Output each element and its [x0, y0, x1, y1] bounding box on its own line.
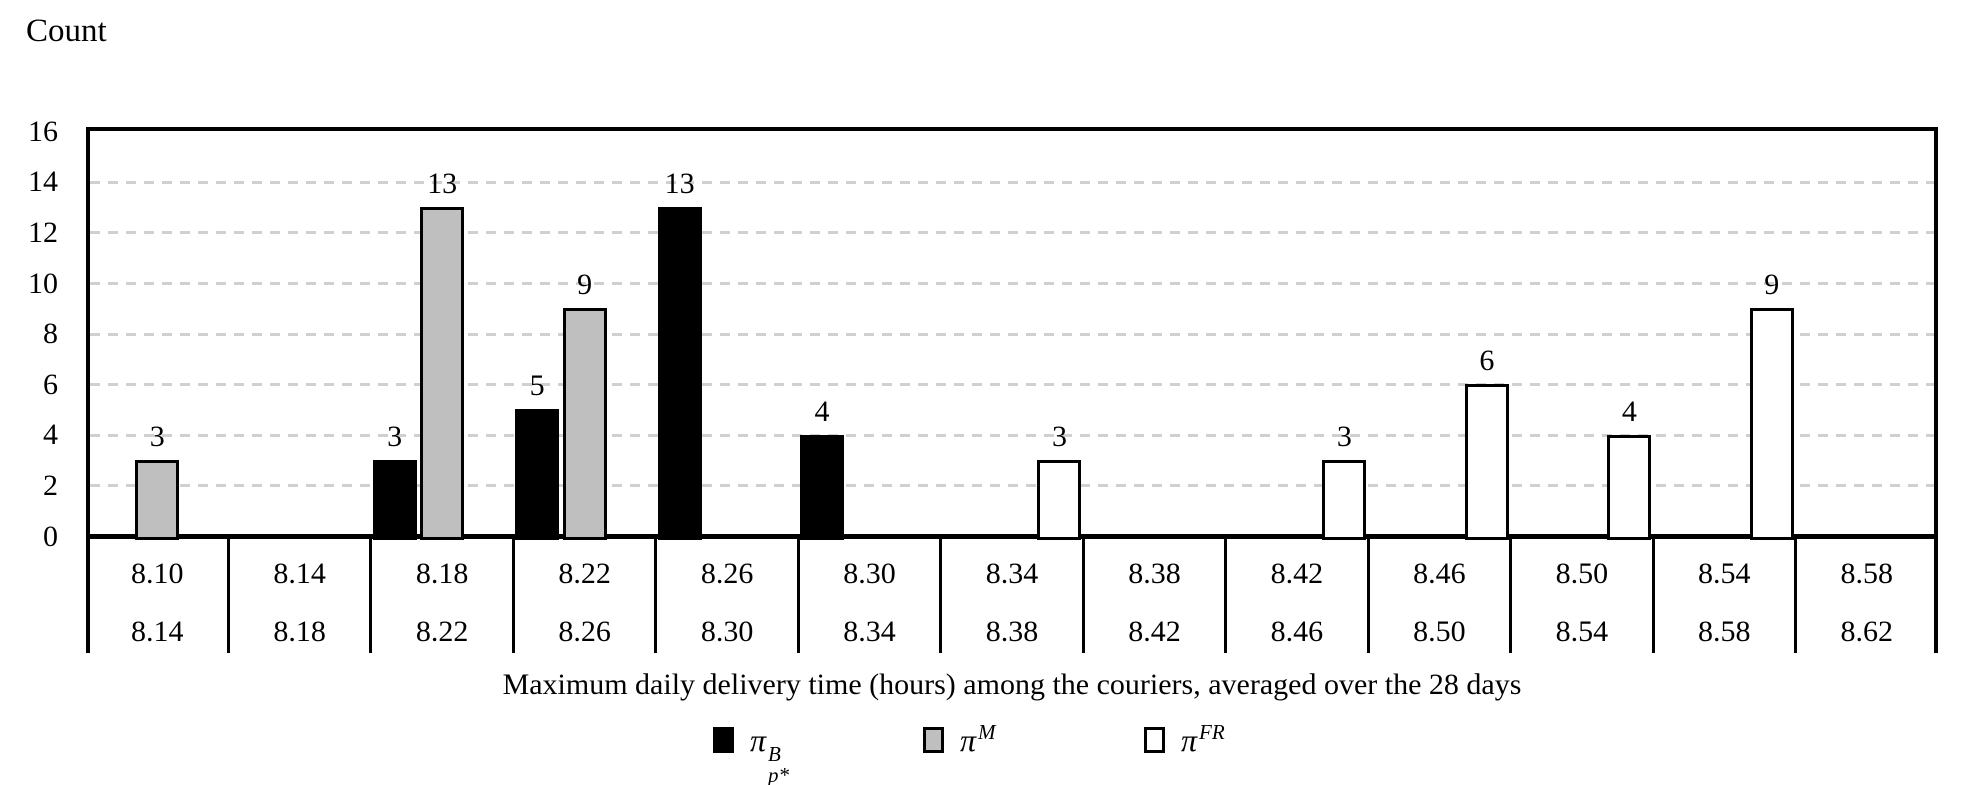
bin-label-from: 8.58 [1840, 557, 1894, 590]
bar-value-label: 3 [387, 419, 403, 453]
bin-divider [511, 538, 515, 653]
bar-pi-FR-8.34 [1037, 459, 1082, 540]
y-tick-label-14: 14 [28, 165, 58, 199]
bar-value-label: 9 [577, 267, 593, 301]
bin-divider [1366, 538, 1370, 653]
bin-label-to: 8.14 [130, 615, 184, 648]
gridline-14 [90, 180, 1934, 184]
bar-pi-M-8.10 [135, 459, 180, 540]
bin-divider [1651, 538, 1655, 653]
bin-label-to: 8.58 [1698, 615, 1751, 648]
gridline-4 [90, 433, 1934, 437]
bin-label-from: 8.34 [985, 557, 1039, 590]
bin-label-to: 8.26 [558, 615, 611, 648]
bin-divider [654, 538, 658, 653]
bar-value-label: 4 [1621, 394, 1637, 428]
y-tick-label-0: 0 [43, 519, 58, 553]
bar-pi-B-p-star-8.18 [372, 459, 417, 540]
bin-label-to: 8.42 [1128, 615, 1181, 648]
bar-pi-M-8.18 [420, 206, 465, 540]
y-tick-label-2: 2 [43, 468, 58, 502]
bin-label-from: 8.54 [1698, 557, 1751, 590]
y-tick-label-4: 4 [43, 418, 58, 452]
bin-divider [226, 538, 230, 653]
y-tick-label-6: 6 [43, 367, 58, 401]
gridline-8 [90, 332, 1934, 336]
bin-label-from: 8.26 [700, 557, 754, 590]
bin-divider [796, 538, 800, 653]
bin-divider [369, 538, 373, 653]
bar-pi-FR-8.54 [1749, 307, 1794, 540]
bar-value-label: 3 [149, 419, 165, 453]
bar-value-label: 13 [427, 166, 458, 200]
bin-label-to: 8.18 [273, 615, 326, 648]
gridline-10 [90, 282, 1934, 285]
bin-label-to: 8.46 [1270, 615, 1324, 648]
y-axis-line [86, 127, 90, 653]
bin-label-to: 8.34 [843, 615, 896, 648]
bin-label-to: 8.50 [1413, 615, 1466, 648]
bin-label-from: 8.38 [1128, 557, 1181, 590]
bin-label-from: 8.10 [130, 557, 184, 590]
bin-label-to: 8.62 [1840, 615, 1894, 648]
bin-label-from: 8.14 [273, 557, 326, 590]
bar-pi-B-p-star-8.30 [800, 434, 845, 540]
plot-border-top [86, 127, 1938, 131]
y-tick-label-8: 8 [43, 317, 58, 351]
bin-divider [1081, 538, 1085, 653]
bin-label-to: 8.22 [415, 615, 469, 648]
y-axis-title: Count [26, 13, 107, 49]
bin-label-to: 8.38 [985, 615, 1039, 648]
bar-value-label: 13 [664, 166, 695, 200]
bin-label-from: 8.46 [1413, 557, 1466, 590]
bin-divider [1794, 538, 1798, 653]
bin-label-to: 8.30 [700, 615, 754, 648]
bin-label-from: 8.18 [415, 557, 469, 590]
y-tick-label-12: 12 [28, 215, 58, 249]
gridline-6 [90, 383, 1934, 387]
bar-value-label: 5 [529, 368, 545, 402]
bar-value-label: 9 [1764, 267, 1780, 301]
gridline-12 [90, 231, 1934, 235]
plot-border-right [1934, 127, 1938, 653]
bin-divider [939, 538, 943, 653]
bin-label-to: 8.54 [1555, 615, 1609, 648]
bar-pi-M-8.22 [562, 307, 607, 540]
y-tick-label-10: 10 [28, 266, 58, 300]
bar-pi-FR-8.46 [1464, 383, 1509, 540]
x-axis-line [86, 534, 1938, 539]
bin-label-from: 8.22 [558, 557, 611, 590]
bin-label-from: 8.42 [1270, 557, 1324, 590]
bin-divider [1509, 538, 1513, 653]
y-tick-label-16: 16 [28, 114, 58, 148]
bar-pi-B-p-star-8.26 [657, 206, 702, 540]
bar-value-label: 6 [1479, 343, 1495, 377]
x-axis-title: Maximum daily delivery time (hours) amon… [502, 668, 1522, 701]
bar-pi-FR-8.42 [1322, 459, 1367, 540]
bin-label-from: 8.30 [843, 557, 896, 590]
bar-value-label: 3 [1051, 419, 1067, 453]
bar-value-label: 3 [1336, 419, 1352, 453]
bin-label-from: 8.50 [1555, 557, 1609, 590]
bar-value-label: 4 [814, 394, 830, 428]
bin-divider [1224, 538, 1228, 653]
bar-pi-FR-8.50 [1607, 434, 1652, 540]
gridline-2 [90, 484, 1934, 488]
bar-pi-B-p-star-8.22 [515, 408, 560, 540]
